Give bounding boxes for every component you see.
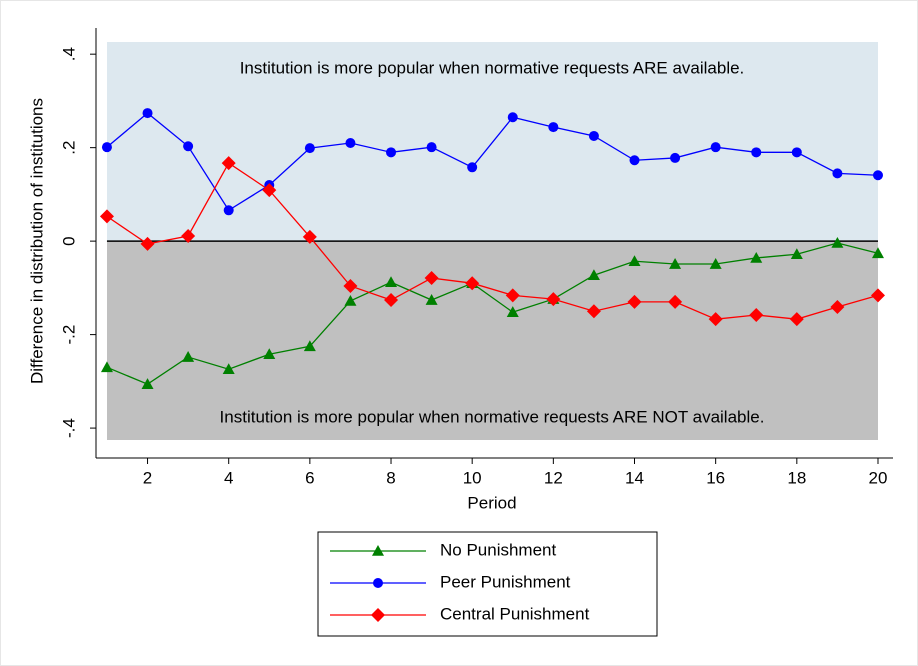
x-tick-label: 10 — [463, 468, 482, 487]
marker — [344, 294, 357, 306]
marker — [710, 142, 721, 153]
marker — [586, 304, 601, 319]
marker — [627, 294, 642, 309]
series-line — [106, 242, 879, 385]
marker — [790, 248, 803, 260]
marker — [832, 168, 843, 179]
legend-label: Central Punishment — [440, 604, 590, 623]
marker — [587, 269, 600, 281]
marker — [789, 312, 804, 327]
marker — [546, 292, 561, 307]
marker — [99, 209, 114, 224]
legend-marker — [372, 545, 384, 556]
x-tick-label: 12 — [544, 468, 563, 487]
marker — [831, 237, 844, 248]
y-tick-label: 0 — [59, 236, 78, 245]
marker — [181, 228, 196, 243]
y-axis-label: Difference in distribution of institutio… — [27, 98, 46, 384]
annotation: Institution is more popular when normati… — [240, 58, 745, 77]
marker — [302, 229, 317, 244]
marker — [425, 294, 438, 305]
legend-marker — [371, 608, 385, 622]
marker — [505, 288, 520, 303]
marker — [101, 142, 112, 153]
marker — [872, 170, 883, 181]
marker — [628, 255, 641, 267]
marker — [871, 247, 884, 259]
marker — [669, 258, 682, 269]
legend-label: Peer Punishment — [440, 572, 571, 591]
lower-region — [107, 241, 878, 440]
marker — [791, 147, 802, 158]
legend-marker — [373, 578, 383, 588]
marker — [263, 348, 276, 360]
legend-label: No Punishment — [440, 540, 557, 559]
marker — [670, 152, 681, 163]
marker — [142, 108, 153, 119]
y-tick-label: -.2 — [59, 325, 78, 345]
marker — [548, 122, 559, 133]
marker — [140, 236, 155, 251]
marker — [343, 279, 358, 293]
marker — [183, 141, 194, 152]
marker — [182, 351, 195, 362]
x-tick-label: 8 — [386, 468, 395, 487]
x-tick-label: 6 — [305, 468, 314, 487]
x-tick-label: 20 — [869, 468, 888, 487]
marker — [222, 363, 235, 374]
x-tick-label: 14 — [625, 468, 644, 487]
marker — [304, 143, 315, 154]
x-tick-label: 4 — [224, 468, 233, 487]
marker — [668, 294, 683, 309]
x-tick-label: 2 — [143, 468, 152, 487]
series-line — [106, 162, 879, 320]
x-axis-label: Period — [467, 493, 516, 512]
marker — [506, 306, 519, 317]
marker — [709, 258, 722, 269]
marker — [507, 112, 518, 123]
marker — [830, 300, 845, 315]
marker — [262, 183, 277, 198]
marker — [141, 378, 154, 389]
x-tick-label: 16 — [706, 468, 725, 487]
series-line — [106, 112, 879, 212]
y-tick-label: -.4 — [59, 418, 78, 438]
marker — [303, 340, 316, 352]
marker — [749, 307, 764, 322]
marker — [750, 251, 763, 263]
y-tick-label: .2 — [59, 141, 78, 155]
marker — [386, 147, 397, 158]
marker — [708, 312, 723, 327]
marker — [426, 142, 437, 153]
marker — [751, 147, 762, 158]
marker — [384, 293, 399, 308]
marker — [221, 156, 236, 171]
marker — [629, 155, 640, 166]
y-tick-label: .4 — [59, 47, 78, 61]
marker — [385, 276, 398, 288]
marker — [467, 162, 478, 173]
annotation: Institution is more popular when normati… — [220, 407, 765, 426]
marker — [588, 130, 599, 141]
x-tick-label: 18 — [787, 468, 806, 487]
marker — [424, 271, 439, 286]
marker — [870, 288, 885, 303]
marker — [465, 276, 480, 291]
marker — [345, 137, 356, 148]
marker — [100, 361, 113, 373]
marker — [223, 205, 234, 216]
